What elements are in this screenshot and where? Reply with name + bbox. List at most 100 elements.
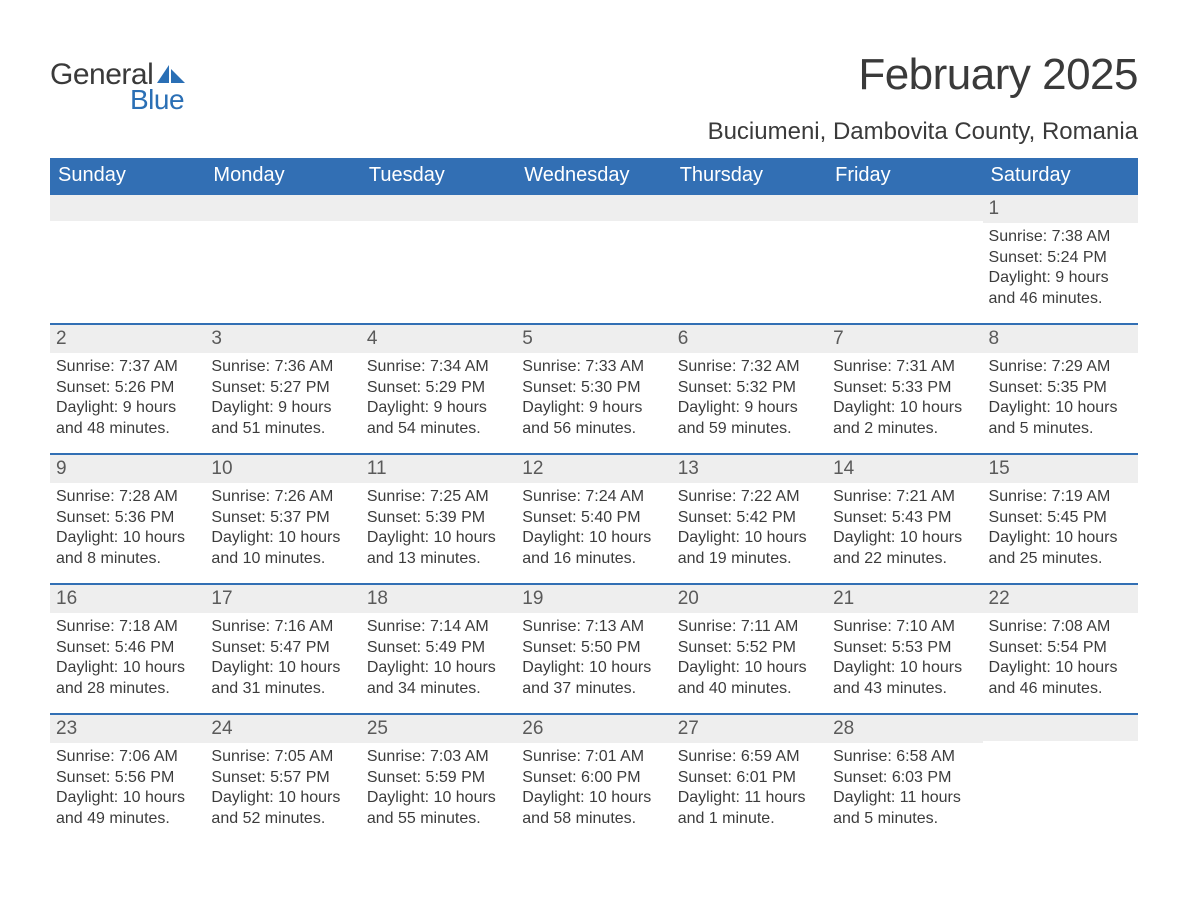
day-cell: 27Sunrise: 6:59 AMSunset: 6:01 PMDayligh… <box>672 715 827 843</box>
day-cell: 28 Sunrise: 6:58 AMSunset: 6:03 PMDayligh… <box>827 715 982 843</box>
day-detail-line: Sunrise: 6:58 AM <box>833 747 976 767</box>
day-detail-line: Sunset: 5:56 PM <box>56 768 199 788</box>
day-number: 21 <box>827 585 982 613</box>
week-row: 2 Sunrise: 7:37 AMSunset: 5:26 PMDaylight… <box>50 323 1138 453</box>
day-detail-line: Daylight: 9 hours and 59 minutes. <box>678 398 821 439</box>
day-detail-line: Sunset: 6:00 PM <box>522 768 665 788</box>
logo-word2: Blue <box>130 84 184 116</box>
day-detail-line: Sunset: 5:27 PM <box>211 378 354 398</box>
day-cell <box>827 195 982 323</box>
day-detail-line: Daylight: 10 hours and 13 minutes. <box>367 528 510 569</box>
day-cell: 21Sunrise: 7:10 AMSunset: 5:53 PMDayligh… <box>827 585 982 713</box>
day-detail-line: Sunset: 5:52 PM <box>678 638 821 658</box>
day-detail-line: Daylight: 10 hours and 22 minutes. <box>833 528 976 569</box>
day-details: Sunrise: 7:16 AMSunset: 5:47 PMDaylight:… <box>211 617 354 699</box>
day-detail-line: Sunset: 5:59 PM <box>367 768 510 788</box>
day-cell: 15 Sunrise: 7:19 AMSunset: 5:45 PMDayligh… <box>983 455 1138 583</box>
day-detail-line: Sunrise: 7:11 AM <box>678 617 821 637</box>
day-detail-line: Daylight: 10 hours and 8 minutes. <box>56 528 199 569</box>
day-cell: 9Sunrise: 7:28 AMSunset: 5:36 PMDaylight… <box>50 455 205 583</box>
day-details: Sunrise: 7:22 AMSunset: 5:42 PMDaylight:… <box>678 487 821 569</box>
day-cell: 5Sunrise: 7:33 AMSunset: 5:30 PMDaylight… <box>516 325 671 453</box>
day-cell: 19Sunrise: 7:13 AMSunset: 5:50 PMDayligh… <box>516 585 671 713</box>
day-detail-line: Sunrise: 7:05 AM <box>211 747 354 767</box>
header: General Blue February 2025 Buciumeni, Da… <box>50 50 1138 146</box>
day-detail-line: Sunrise: 7:16 AM <box>211 617 354 637</box>
day-details: Sunrise: 7:19 AMSunset: 5:45 PMDaylight:… <box>989 487 1132 569</box>
day-detail-line: Sunrise: 7:32 AM <box>678 357 821 377</box>
day-detail-line: Sunrise: 7:29 AM <box>989 357 1132 377</box>
day-number <box>516 195 671 221</box>
day-number: 2 <box>50 325 205 353</box>
weekday-tuesday: Tuesday <box>361 158 516 193</box>
day-detail-line: Sunset: 5:47 PM <box>211 638 354 658</box>
day-details: Sunrise: 7:06 AMSunset: 5:56 PMDaylight:… <box>56 747 199 829</box>
logo: General Blue <box>50 50 187 116</box>
day-number: 10 <box>205 455 360 483</box>
day-detail-line: Daylight: 10 hours and 43 minutes. <box>833 658 976 699</box>
day-detail-line: Sunset: 5:30 PM <box>522 378 665 398</box>
day-number: 11 <box>361 455 516 483</box>
day-detail-line: Sunset: 5:40 PM <box>522 508 665 528</box>
day-detail-line: Daylight: 9 hours and 51 minutes. <box>211 398 354 439</box>
day-details: Sunrise: 6:58 AMSunset: 6:03 PMDaylight:… <box>833 747 976 829</box>
day-detail-line: Sunrise: 7:10 AM <box>833 617 976 637</box>
day-cell: 2 Sunrise: 7:37 AMSunset: 5:26 PMDaylight… <box>50 325 205 453</box>
weekday-thursday: Thursday <box>672 158 827 193</box>
day-cell: 26Sunrise: 7:01 AMSunset: 6:00 PMDayligh… <box>516 715 671 843</box>
day-details: Sunrise: 7:25 AMSunset: 5:39 PMDaylight:… <box>367 487 510 569</box>
week-row: 16Sunrise: 7:18 AMSunset: 5:46 PMDayligh… <box>50 583 1138 713</box>
day-cell: 10 Sunrise: 7:26 AMSunset: 5:37 PMDayligh… <box>205 455 360 583</box>
day-cell: 23Sunrise: 7:06 AMSunset: 5:56 PMDayligh… <box>50 715 205 843</box>
day-detail-line: Sunrise: 7:26 AM <box>211 487 354 507</box>
day-details: Sunrise: 7:11 AMSunset: 5:52 PMDaylight:… <box>678 617 821 699</box>
day-detail-line: Sunrise: 7:18 AM <box>56 617 199 637</box>
day-detail-line: Sunset: 5:42 PM <box>678 508 821 528</box>
day-detail-line: Sunrise: 6:59 AM <box>678 747 821 767</box>
day-cell: 4Sunrise: 7:34 AMSunset: 5:29 PMDaylight… <box>361 325 516 453</box>
day-details: Sunrise: 7:14 AMSunset: 5:49 PMDaylight:… <box>367 617 510 699</box>
day-cell: 3Sunrise: 7:36 AMSunset: 5:27 PMDaylight… <box>205 325 360 453</box>
day-detail-line: Sunset: 6:01 PM <box>678 768 821 788</box>
day-details: Sunrise: 7:36 AMSunset: 5:27 PMDaylight:… <box>211 357 354 439</box>
day-number <box>50 195 205 221</box>
day-number: 5 <box>516 325 671 353</box>
day-number: 24 <box>205 715 360 743</box>
week-row: 9Sunrise: 7:28 AMSunset: 5:36 PMDaylight… <box>50 453 1138 583</box>
day-detail-line: Daylight: 10 hours and 16 minutes. <box>522 528 665 569</box>
day-detail-line: Daylight: 10 hours and 52 minutes. <box>211 788 354 829</box>
day-detail-line: Sunset: 5:57 PM <box>211 768 354 788</box>
day-detail-line: Sunset: 5:50 PM <box>522 638 665 658</box>
day-detail-line: Sunrise: 7:38 AM <box>989 227 1132 247</box>
day-details: Sunrise: 7:34 AMSunset: 5:29 PMDaylight:… <box>367 357 510 439</box>
weekday-header-row: SundayMondayTuesdayWednesdayThursdayFrid… <box>50 158 1138 193</box>
day-details: Sunrise: 7:08 AMSunset: 5:54 PMDaylight:… <box>989 617 1132 699</box>
day-detail-line: Sunset: 5:26 PM <box>56 378 199 398</box>
day-details: Sunrise: 7:32 AMSunset: 5:32 PMDaylight:… <box>678 357 821 439</box>
day-number: 15 <box>983 455 1138 483</box>
day-number: 17 <box>205 585 360 613</box>
day-detail-line: Daylight: 10 hours and 28 minutes. <box>56 658 199 699</box>
day-details: Sunrise: 7:21 AMSunset: 5:43 PMDaylight:… <box>833 487 976 569</box>
day-detail-line: Daylight: 10 hours and 46 minutes. <box>989 658 1132 699</box>
day-cell <box>516 195 671 323</box>
day-detail-line: Daylight: 10 hours and 5 minutes. <box>989 398 1132 439</box>
day-details: Sunrise: 7:05 AMSunset: 5:57 PMDaylight:… <box>211 747 354 829</box>
weekday-monday: Monday <box>205 158 360 193</box>
day-detail-line: Daylight: 10 hours and 31 minutes. <box>211 658 354 699</box>
day-details: Sunrise: 7:37 AMSunset: 5:26 PMDaylight:… <box>56 357 199 439</box>
day-details: Sunrise: 7:29 AMSunset: 5:35 PMDaylight:… <box>989 357 1132 439</box>
day-detail-line: Daylight: 11 hours and 5 minutes. <box>833 788 976 829</box>
day-number: 16 <box>50 585 205 613</box>
day-detail-line: Sunrise: 7:28 AM <box>56 487 199 507</box>
day-details: Sunrise: 7:26 AMSunset: 5:37 PMDaylight:… <box>211 487 354 569</box>
day-number: 12 <box>516 455 671 483</box>
day-number <box>205 195 360 221</box>
day-cell: 20Sunrise: 7:11 AMSunset: 5:52 PMDayligh… <box>672 585 827 713</box>
day-number: 22 <box>983 585 1138 613</box>
day-detail-line: Daylight: 9 hours and 48 minutes. <box>56 398 199 439</box>
day-detail-line: Sunrise: 7:06 AM <box>56 747 199 767</box>
day-cell: 17 Sunrise: 7:16 AMSunset: 5:47 PMDayligh… <box>205 585 360 713</box>
day-details: Sunrise: 7:38 AMSunset: 5:24 PMDaylight:… <box>989 227 1132 309</box>
day-number: 28 <box>827 715 982 743</box>
